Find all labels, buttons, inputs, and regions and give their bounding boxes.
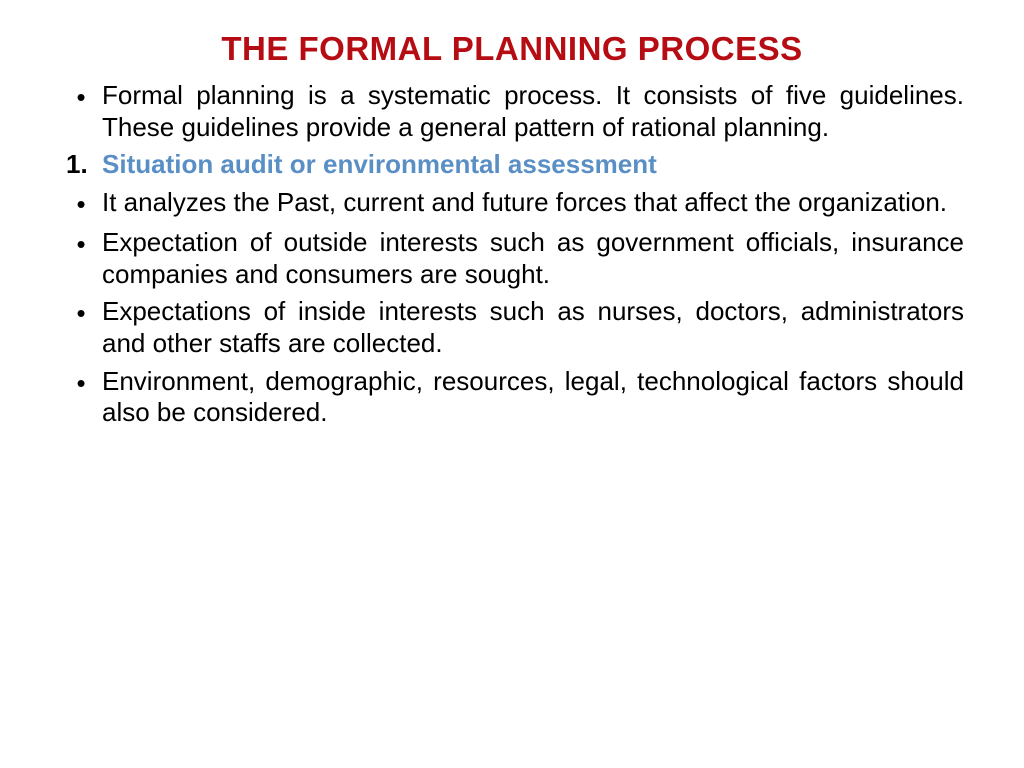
bullet-text: It analyzes the Past, current and future… (102, 187, 964, 221)
bullet-item: • Formal planning is a systematic proces… (60, 80, 964, 143)
bullet-dot-icon: • (60, 187, 102, 221)
bullet-dot-icon: • (60, 227, 102, 290)
bullet-dot-icon: • (60, 80, 102, 143)
bullet-dot-icon: • (60, 296, 102, 359)
bullet-text: Expectations of inside interests such as… (102, 296, 964, 359)
bullet-text: Formal planning is a systematic process.… (102, 80, 964, 143)
bullet-item: • Expectation of outside interests such … (60, 227, 964, 290)
bullet-text: Expectation of outside interests such as… (102, 227, 964, 290)
number-marker: 1. (60, 149, 102, 181)
bullet-item: • Environment, demographic, resources, l… (60, 366, 964, 429)
bullet-item: • It analyzes the Past, current and futu… (60, 187, 964, 221)
section-subtitle: Situation audit or environmental assessm… (102, 149, 964, 181)
slide-title: THE FORMAL PLANNING PROCESS (60, 30, 964, 68)
slide-body: • Formal planning is a systematic proces… (60, 80, 964, 429)
slide-container: THE FORMAL PLANNING PROCESS • Formal pla… (0, 0, 1024, 768)
numbered-item: 1. Situation audit or environmental asse… (60, 149, 964, 181)
bullet-item: • Expectations of inside interests such … (60, 296, 964, 359)
bullet-dot-icon: • (60, 366, 102, 429)
bullet-text: Environment, demographic, resources, leg… (102, 366, 964, 429)
